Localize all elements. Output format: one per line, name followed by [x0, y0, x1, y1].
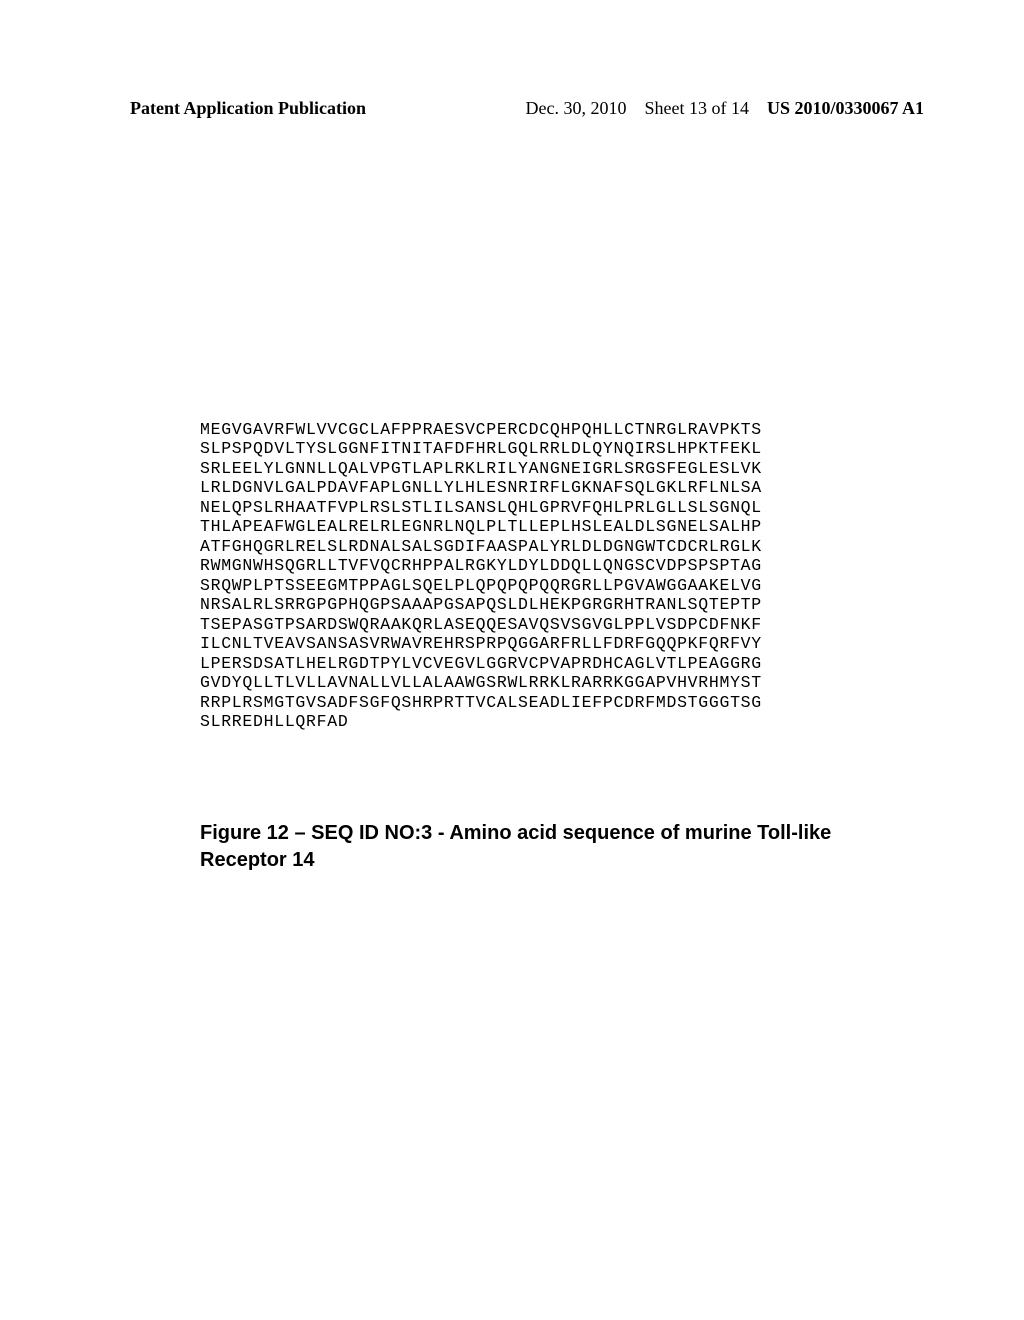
publication-title: Patent Application Publication — [130, 98, 366, 119]
header-right-group: Dec. 30, 2010 Sheet 13 of 14 US 2010/033… — [526, 98, 925, 119]
page-header: Patent Application Publication Dec. 30, … — [0, 98, 1024, 119]
figure-caption: Figure 12 – SEQ ID NO:3 - Amino acid seq… — [200, 820, 840, 874]
publication-number: US 2010/0330067 A1 — [767, 98, 924, 119]
amino-acid-sequence: MEGVGAVRFWLVVCGCLAFPPRAESVCPERCDCQHPQHLL… — [200, 420, 762, 732]
sheet-number: Sheet 13 of 14 — [644, 98, 748, 119]
publication-date: Dec. 30, 2010 — [526, 98, 627, 119]
